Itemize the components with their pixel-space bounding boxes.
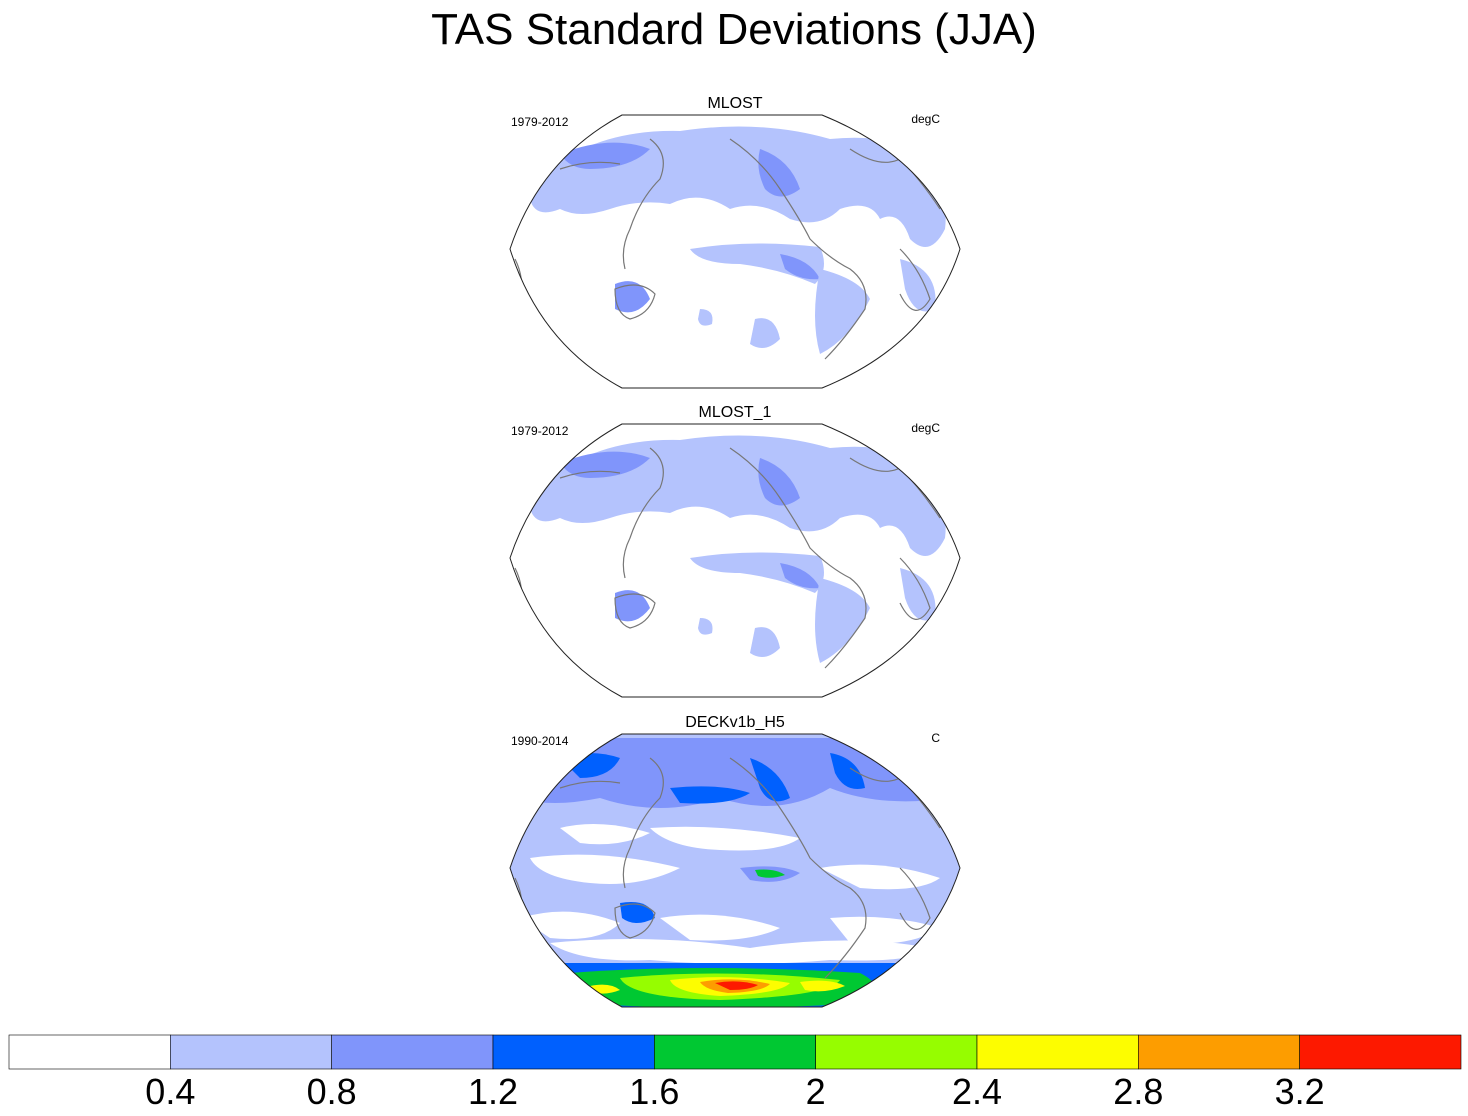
anomaly-regions bbox=[530, 126, 946, 354]
colorbar-tick-label: 1.2 bbox=[467, 1071, 519, 1112]
colorbar-segment bbox=[976, 1034, 1139, 1070]
colorbar-tick-label: 1.6 bbox=[629, 1071, 680, 1112]
colorbar-segment bbox=[331, 1034, 494, 1070]
map-panel-mlost: MLOST 1979-2012 degC bbox=[500, 95, 970, 395]
coastlines bbox=[514, 138, 941, 360]
panel-label: DECKv1b_H5 bbox=[685, 714, 785, 731]
colorbar-segment bbox=[492, 1034, 655, 1070]
colorbar-tick-label: 2.4 bbox=[951, 1071, 1003, 1112]
panel-units: degC bbox=[911, 112, 940, 126]
panel-units: degC bbox=[911, 421, 940, 435]
colorbar-tick-label: 3.2 bbox=[1274, 1071, 1325, 1112]
map-border bbox=[509, 733, 961, 1008]
map-plot bbox=[509, 114, 961, 389]
colorbar-segment bbox=[815, 1034, 978, 1070]
panel-units: C bbox=[931, 731, 940, 745]
map-border bbox=[509, 114, 961, 389]
colorbar-segment bbox=[8, 1034, 171, 1070]
colorbar bbox=[8, 1034, 1462, 1070]
colorbar-segment bbox=[654, 1034, 816, 1070]
colorbar-tick-label: 0.4 bbox=[145, 1071, 196, 1112]
page-title: TAS Standard Deviations (JJA) bbox=[431, 5, 1037, 54]
colorbar-segment bbox=[170, 1034, 332, 1070]
map-panel-mlost-1: MLOST_1 1979-2012 degC bbox=[500, 404, 970, 704]
colorbar-tick-label: 0.8 bbox=[306, 1071, 357, 1112]
panel-period: 1979-2012 bbox=[511, 115, 569, 129]
panel-label: MLOST_1 bbox=[698, 404, 772, 421]
anomaly-regions bbox=[520, 738, 950, 1007]
panel-period: 1990-2014 bbox=[511, 734, 569, 748]
map-plot bbox=[509, 423, 961, 698]
map-border bbox=[509, 423, 961, 698]
map-panel-deckv1b-h5: DECKv1b_H5 1990-2014 C bbox=[500, 714, 970, 1014]
colorbar-tick-label: 2.8 bbox=[1113, 1071, 1164, 1112]
panel-label: MLOST bbox=[707, 95, 763, 112]
colorbar-tick-label: 2 bbox=[805, 1071, 826, 1112]
panel-period: 1979-2012 bbox=[511, 424, 569, 438]
anomaly-regions bbox=[530, 435, 946, 663]
map-plot bbox=[509, 733, 961, 1008]
colorbar-segment bbox=[1138, 1034, 1300, 1070]
colorbar-segment bbox=[1299, 1034, 1462, 1070]
